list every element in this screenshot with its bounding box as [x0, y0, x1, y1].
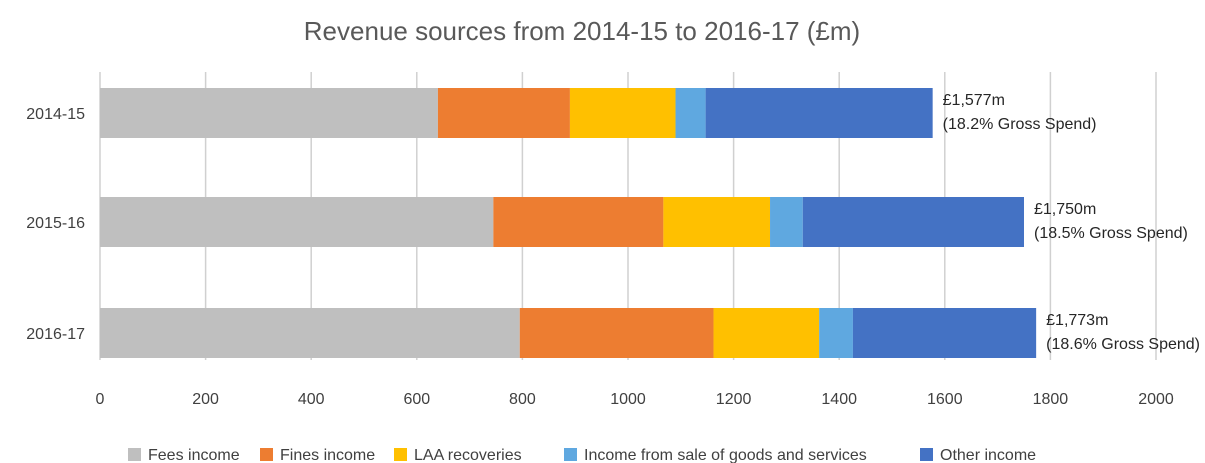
- bar-segment: [713, 308, 820, 358]
- legend-label: Fees income: [148, 447, 240, 463]
- category-label: 2016-17: [26, 326, 85, 343]
- legend-label: LAA recoveries: [414, 447, 522, 463]
- legend-swatch: [394, 448, 407, 461]
- category-label: 2014-15: [26, 106, 85, 123]
- legend-swatch: [564, 448, 577, 461]
- bars: [100, 88, 1037, 358]
- bar-annotation: £1,577m: [943, 92, 1005, 109]
- bar-annotation: (18.2% Gross Spend): [943, 116, 1097, 133]
- legend-swatch: [260, 448, 273, 461]
- bar-segment: [100, 308, 520, 358]
- x-tick-label: 1400: [821, 391, 857, 408]
- bar-segment: [852, 308, 1037, 358]
- category-labels: 2014-15 2015-16 2016-17: [26, 106, 85, 343]
- category-label: 2015-16: [26, 215, 85, 232]
- bar-segment: [705, 88, 933, 138]
- bar-segment: [802, 197, 1024, 247]
- legend-swatch: [128, 448, 141, 461]
- x-tick-label: 800: [509, 391, 536, 408]
- bar-annotations: £1,577m (18.2% Gross Spend) £1,750m (18.5% …: [943, 92, 1200, 353]
- bar-segment: [437, 88, 570, 138]
- x-tick-labels: 0 200 400 600 800 1000 1200 1400 1600 1800 2000: [96, 391, 1174, 408]
- x-tick-label: 400: [298, 391, 325, 408]
- bar-segment: [493, 197, 664, 247]
- legend-label: Income from sale of goods and services: [584, 447, 867, 463]
- bar-segment: [675, 88, 706, 138]
- legend-label: Other income: [940, 447, 1036, 463]
- chart-title: Revenue sources from 2014-15 to 2016-17 …: [304, 16, 860, 46]
- x-tick-label: 1200: [716, 391, 752, 408]
- legend-swatch: [920, 448, 933, 461]
- bar-annotation: (18.6% Gross Spend): [1046, 336, 1200, 353]
- bar-annotation: £1,750m: [1034, 201, 1096, 218]
- bar-segment: [819, 308, 853, 358]
- bar-segment: [569, 88, 676, 138]
- bar-annotation: (18.5% Gross Spend): [1034, 225, 1188, 242]
- x-tick-label: 1600: [927, 391, 963, 408]
- x-tick-label: 1000: [610, 391, 646, 408]
- bar-segment: [519, 308, 714, 358]
- legend-label: Fines income: [280, 447, 375, 463]
- bar-segment: [770, 197, 803, 247]
- bar-segment: [663, 197, 771, 247]
- x-tick-label: 200: [192, 391, 219, 408]
- legend: Fees income Fines income LAA recoveries Inc…: [128, 447, 1036, 463]
- x-tick-label: 2000: [1138, 391, 1174, 408]
- bar-annotation: £1,773m: [1046, 312, 1108, 329]
- bar-segment: [100, 88, 438, 138]
- bar-segment: [100, 197, 494, 247]
- x-tick-label: 600: [403, 391, 430, 408]
- x-tick-label: 1800: [1033, 391, 1069, 408]
- x-tick-label: 0: [96, 391, 105, 408]
